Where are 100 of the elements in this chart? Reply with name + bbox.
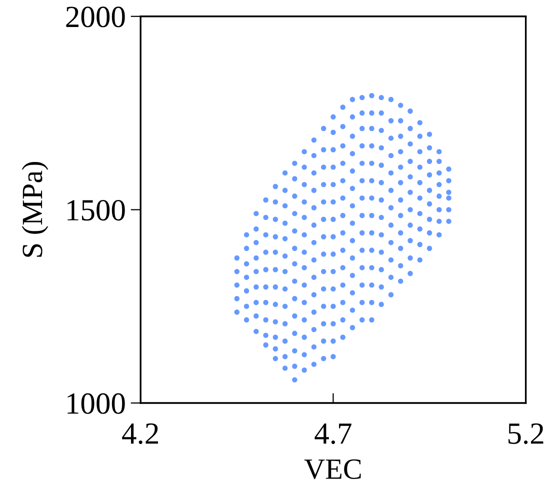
point	[292, 194, 298, 199]
point	[378, 145, 384, 150]
point	[388, 222, 394, 228]
point	[426, 158, 432, 164]
point	[292, 377, 298, 382]
point	[302, 250, 307, 255]
point	[254, 328, 259, 334]
point	[263, 332, 268, 338]
point	[292, 228, 298, 234]
point	[369, 300, 374, 306]
point	[398, 180, 404, 186]
point	[254, 226, 259, 232]
point	[302, 334, 307, 340]
point	[388, 170, 394, 176]
point	[408, 174, 413, 180]
point	[272, 356, 278, 362]
point	[378, 214, 384, 220]
point	[272, 250, 278, 255]
point	[234, 296, 240, 302]
point	[378, 267, 384, 272]
point	[244, 274, 250, 280]
point	[320, 304, 326, 309]
point	[426, 188, 432, 193]
point	[282, 220, 288, 226]
point	[350, 151, 356, 156]
point	[272, 346, 278, 352]
point	[244, 304, 250, 309]
point	[359, 248, 365, 253]
point	[436, 158, 442, 164]
point	[330, 321, 336, 326]
point	[359, 94, 365, 100]
point	[417, 195, 422, 201]
point	[340, 230, 346, 236]
point	[320, 126, 326, 132]
point	[398, 102, 404, 108]
point	[320, 268, 326, 274]
point	[350, 272, 356, 278]
point	[446, 166, 452, 172]
point	[282, 286, 288, 292]
point	[408, 190, 413, 195]
x-tick-label: 4.2	[122, 423, 158, 444]
point	[311, 152, 317, 158]
point	[272, 184, 278, 190]
point	[408, 141, 413, 147]
point	[359, 126, 365, 132]
point	[340, 178, 346, 184]
point	[340, 212, 346, 218]
point	[388, 136, 394, 141]
point	[330, 234, 336, 240]
point	[320, 252, 326, 257]
point	[302, 317, 307, 322]
point	[398, 149, 404, 154]
point	[330, 130, 336, 135]
point	[350, 238, 356, 244]
point	[302, 265, 307, 270]
point	[369, 282, 374, 288]
point	[398, 246, 404, 251]
point	[436, 170, 442, 176]
point	[436, 194, 442, 199]
point	[398, 263, 404, 268]
point	[378, 94, 384, 100]
point	[263, 232, 268, 238]
point	[302, 149, 307, 154]
point	[263, 342, 268, 348]
point	[436, 207, 442, 212]
point	[388, 292, 394, 298]
point	[340, 282, 346, 288]
point	[254, 284, 259, 290]
point	[388, 205, 394, 210]
point	[426, 132, 432, 137]
point	[378, 128, 384, 134]
point	[330, 216, 336, 222]
point	[350, 134, 356, 139]
point	[446, 190, 452, 195]
point	[426, 230, 432, 236]
point	[359, 300, 365, 306]
point	[272, 216, 278, 222]
point	[359, 178, 365, 184]
point	[398, 197, 404, 203]
point	[311, 240, 317, 246]
point	[408, 158, 413, 164]
point	[302, 232, 307, 238]
point	[311, 326, 317, 332]
point	[254, 313, 259, 319]
x-axis-title: VEC	[304, 459, 361, 480]
point	[398, 230, 404, 236]
point	[234, 255, 240, 261]
point	[359, 195, 365, 201]
point	[292, 296, 298, 302]
point	[292, 364, 298, 369]
point	[263, 317, 268, 322]
point	[408, 126, 413, 132]
point	[378, 284, 384, 290]
point	[254, 268, 259, 274]
point	[244, 261, 250, 266]
point	[282, 321, 288, 326]
point	[378, 162, 384, 168]
point	[302, 300, 307, 306]
point	[369, 178, 374, 184]
point	[388, 152, 394, 158]
